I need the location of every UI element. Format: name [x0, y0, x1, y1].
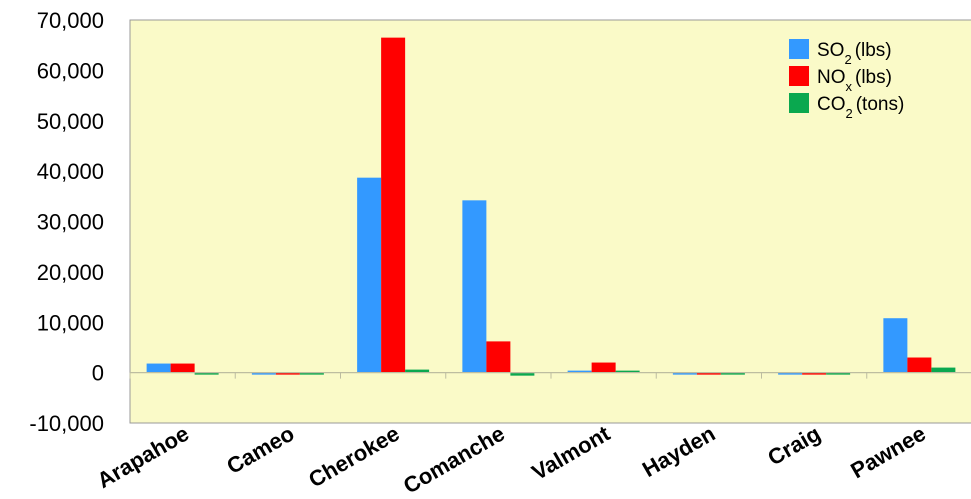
bar [275, 372, 300, 375]
bar [826, 372, 851, 375]
bar [672, 372, 697, 375]
y-tick-label: 70,000 [37, 8, 104, 33]
y-tick-label: 40,000 [37, 159, 104, 184]
legend-entry-label: NOx (lbs) [817, 67, 892, 94]
bar [696, 372, 721, 375]
bar [146, 363, 171, 373]
x-category-label: Cameo [222, 421, 298, 479]
x-category-label: Pawnee [846, 421, 929, 484]
bar [381, 37, 406, 373]
bar [486, 341, 511, 373]
bar [591, 362, 616, 373]
bar [720, 372, 745, 375]
x-category-label: Arapahoe [93, 421, 193, 493]
x-category-label: Valmont [528, 420, 615, 485]
bars-layer [146, 37, 956, 376]
legend-swatch [789, 93, 809, 113]
plot-area [129, 19, 971, 424]
bar [357, 177, 382, 373]
bar [931, 367, 956, 373]
y-tick-label: 50,000 [37, 109, 104, 134]
legend-entry-label: CO2 (tons) [817, 94, 904, 121]
bar [251, 372, 276, 375]
y-tick-label: 30,000 [37, 210, 104, 235]
legend-swatch [789, 39, 809, 59]
bar [883, 318, 908, 373]
bar [615, 370, 640, 373]
y-tick-label: 20,000 [37, 260, 104, 285]
legend: SO2 (lbs)NOx (lbs)CO2 (tons) [789, 39, 904, 121]
bar [567, 370, 592, 373]
bar [510, 372, 535, 376]
bar [194, 372, 219, 375]
bar [802, 372, 827, 375]
bar [462, 200, 487, 373]
x-category-label: Cherokee [304, 421, 403, 493]
bar [907, 357, 932, 373]
bar [405, 369, 430, 373]
x-category-label: Craig [763, 421, 824, 471]
bar [170, 363, 195, 373]
bar [299, 372, 324, 375]
legend-swatch [789, 66, 809, 86]
y-tick-label: 60,000 [37, 58, 104, 83]
y-tick-label: 0 [92, 361, 104, 386]
x-category-label: Hayden [638, 421, 719, 482]
x-category-label: Comanche [399, 421, 509, 499]
bar [778, 372, 803, 375]
y-tick-label: 10,000 [37, 310, 104, 335]
legend-entry-label: SO2 (lbs) [817, 40, 892, 67]
y-tick-label: -10,000 [29, 411, 104, 436]
